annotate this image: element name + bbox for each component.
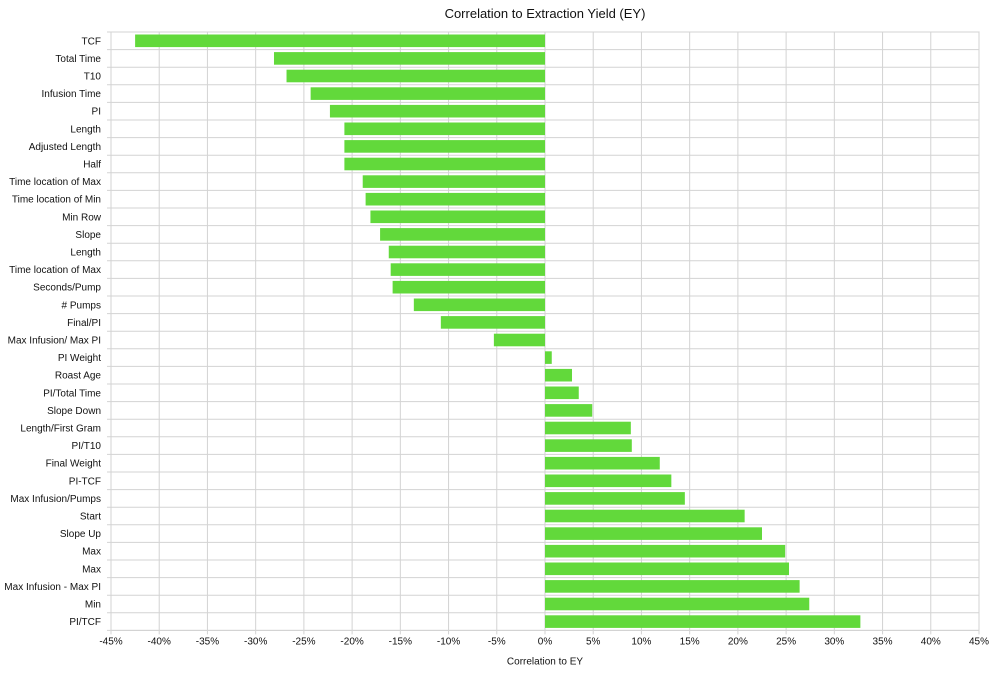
x-tick-label: 5% (586, 636, 601, 647)
grid-layer (107, 31, 980, 635)
bar (370, 210, 545, 224)
bar (344, 140, 545, 153)
y-tick-label: Min (85, 600, 101, 611)
bar (440, 316, 545, 329)
bar (545, 615, 861, 628)
bar (545, 597, 810, 611)
y-tick-label: Length (70, 248, 101, 259)
x-tick-label: -20% (340, 636, 363, 647)
x-tick-label: 10% (631, 636, 651, 647)
bar (286, 69, 545, 83)
x-tick-label: -45% (99, 636, 122, 647)
bar (392, 280, 545, 294)
x-axis-label: Correlation to EY (507, 656, 583, 667)
y-tick-label: Time location of Max (9, 265, 101, 276)
bar (545, 527, 762, 540)
bar (273, 52, 545, 65)
bar (413, 298, 545, 312)
x-tick-label: -5% (488, 636, 506, 647)
y-tick-label: Max Infusion - Max PI (4, 582, 101, 593)
y-tick-label: Slope (75, 230, 101, 241)
y-tick-label: Min Row (62, 212, 102, 223)
bar (388, 245, 545, 259)
x-tick-label: 40% (921, 636, 941, 647)
x-tick-label: -25% (292, 636, 315, 647)
y-tick-label: Max (82, 564, 101, 575)
bar (390, 263, 545, 276)
chart-title: Correlation to Extraction Yield (EY) (444, 6, 646, 21)
y-tick-label: PI (92, 107, 101, 118)
bar (545, 351, 552, 364)
x-tick-labels: -45% -40% -35% -30% -25% -20% -15% -10% -5% 0% 5% 1… (99, 636, 989, 647)
y-tick-label: Slope Up (60, 529, 102, 540)
y-tick-label: Seconds/Pump (33, 283, 101, 294)
bar (545, 562, 790, 576)
bar (344, 157, 545, 171)
y-tick-label: T10 (84, 72, 102, 83)
bar (545, 456, 660, 470)
bar (365, 192, 545, 206)
bar (362, 175, 545, 188)
bar (545, 492, 685, 505)
bar (545, 580, 800, 593)
y-tick-label: Adjusted Length (29, 142, 101, 153)
x-tick-label: 20% (728, 636, 748, 647)
y-tick-label: Length/First Gram (20, 424, 101, 435)
y-tick-label: PI-TCF (69, 476, 101, 487)
bar (545, 368, 573, 382)
y-tick-label: Time location of Min (12, 195, 101, 206)
bar (344, 122, 545, 136)
y-tick-label: PI/TCF (69, 617, 101, 628)
x-tick-label: 15% (680, 636, 700, 647)
y-tick-labels: TCF Total Time T10 Infusion Time PI Length Adj… (4, 36, 101, 628)
bar (329, 104, 545, 118)
y-tick-label: Max (82, 547, 101, 558)
x-tick-label: -40% (148, 636, 171, 647)
y-tick-label: Final Weight (46, 459, 102, 470)
y-tick-label: # Pumps (62, 300, 101, 311)
x-tick-label: -15% (389, 636, 412, 647)
x-tick-label: 35% (873, 636, 893, 647)
y-tick-label: Half (83, 160, 101, 171)
y-tick-label: PI/Total Time (43, 388, 101, 399)
bar (493, 333, 545, 347)
bar (135, 34, 545, 48)
y-tick-label: Start (80, 512, 101, 523)
y-tick-label: Final/PI (67, 318, 101, 329)
bar (545, 386, 579, 400)
y-tick-label: PI/T10 (72, 441, 102, 452)
y-tick-label: Max Infusion/ Max PI (8, 336, 101, 347)
bar (380, 228, 545, 241)
x-tick-label: -30% (244, 636, 267, 647)
bar (545, 439, 632, 452)
y-tick-label: Roast Age (55, 371, 102, 382)
y-tick-label: TCF (82, 36, 101, 47)
x-tick-label: 25% (776, 636, 796, 647)
x-tick-label: 45% (969, 636, 989, 647)
y-tick-label: Total Time (55, 54, 101, 65)
x-tick-label: -10% (437, 636, 460, 647)
y-tick-label: Slope Down (47, 406, 101, 417)
bars-layer (135, 34, 861, 628)
y-tick-label: Max Infusion/Pumps (10, 494, 101, 505)
y-tick-label: Time location of Max (9, 177, 101, 188)
bar (310, 87, 545, 100)
x-tick-label: 30% (824, 636, 844, 647)
bar (545, 544, 786, 558)
bar (545, 421, 631, 435)
y-tick-label: PI Weight (58, 353, 101, 364)
y-tick-label: Length (70, 124, 101, 135)
x-tick-label: 0% (538, 636, 553, 647)
bar (545, 474, 672, 488)
bar (545, 404, 593, 417)
y-tick-label: Infusion Time (42, 89, 102, 100)
x-tick-label: -35% (196, 636, 219, 647)
bar (545, 509, 745, 523)
